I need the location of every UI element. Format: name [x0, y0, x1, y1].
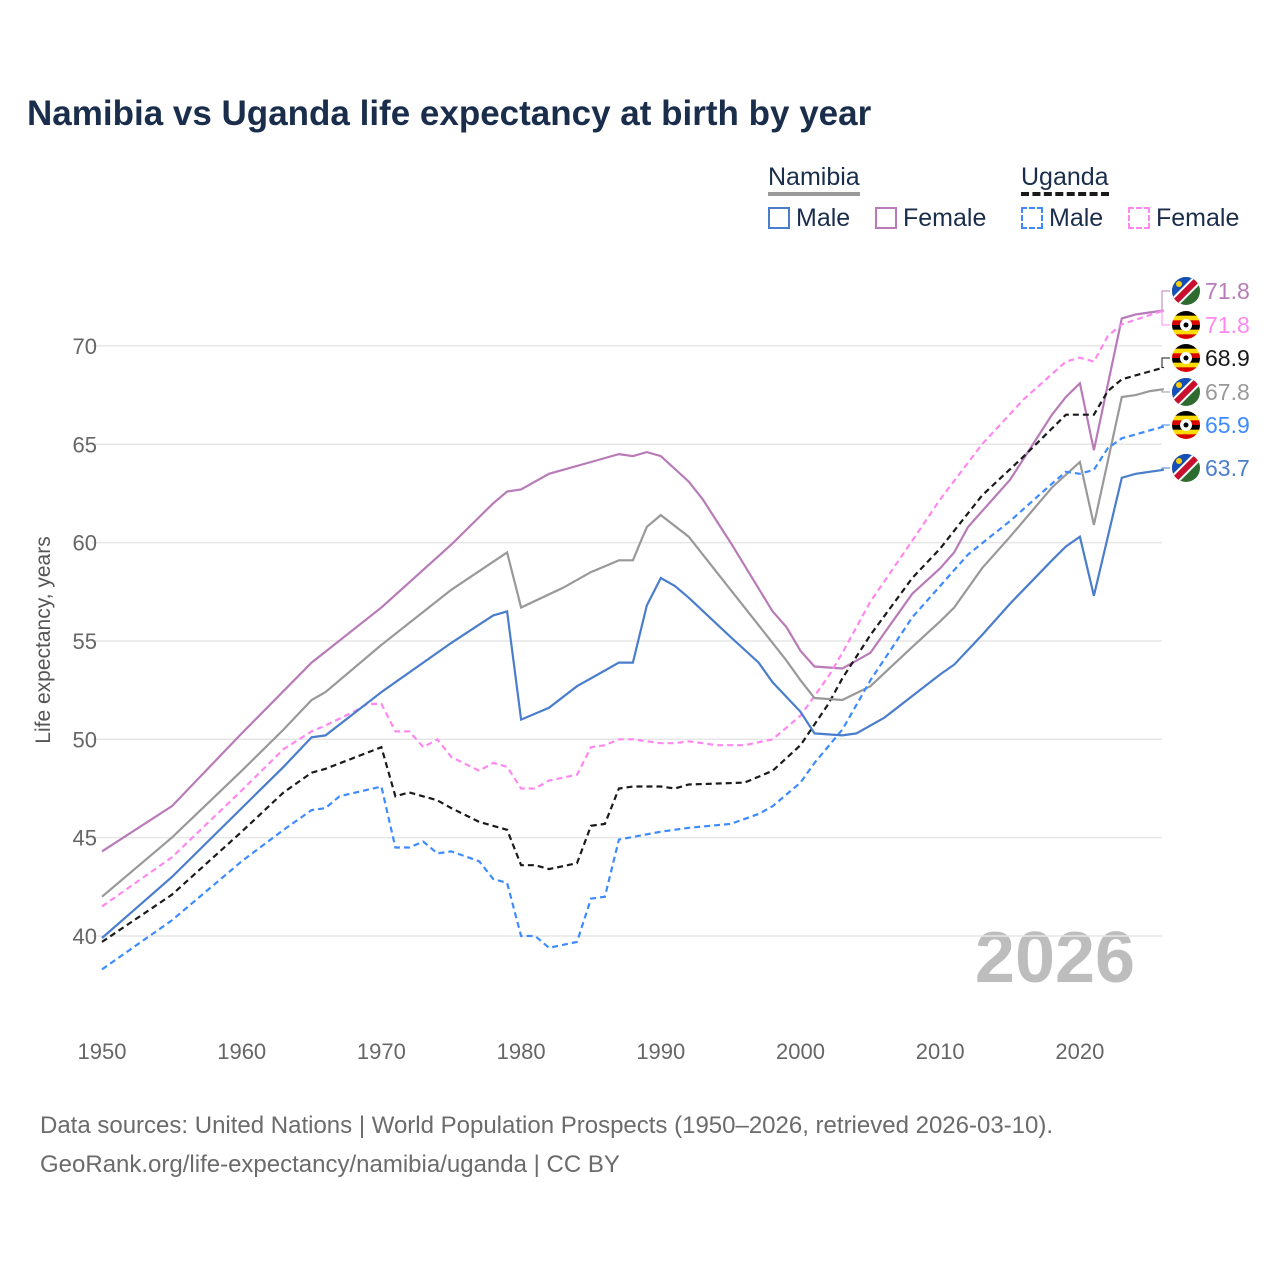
series-line-namibia-female	[101, 309, 1164, 853]
legend-label: Female	[903, 204, 987, 232]
x-tick-label: 1980	[497, 1039, 546, 1064]
legend-label: Female	[1156, 204, 1240, 232]
legend-namibia-male[interactable]: Male	[768, 204, 850, 233]
legend-swatch	[768, 207, 790, 229]
end-value-label: 71.8	[1205, 312, 1250, 338]
flag-stripe	[1172, 434, 1200, 439]
y-tick-label: 60	[73, 531, 97, 556]
flag-sun	[1176, 382, 1182, 388]
flag-stripe	[1172, 344, 1200, 350]
namibia-flag-icon	[1172, 277, 1200, 305]
namibia-flag-icon	[1172, 378, 1200, 406]
y-tick-label: 65	[73, 432, 97, 457]
x-tick-label: 2000	[776, 1039, 825, 1064]
flag-body	[1172, 454, 1200, 482]
label-connector	[1161, 424, 1170, 428]
series-line-namibia	[101, 388, 1164, 898]
x-tick-label: 2010	[916, 1039, 965, 1064]
series-line-namibia-male	[101, 468, 1164, 939]
legend-label: Male	[1049, 204, 1104, 232]
flag-sun	[1176, 281, 1182, 287]
source-note: Data sources: United Nations | World Pop…	[40, 1106, 1053, 1184]
x-tick-label: 1960	[217, 1039, 266, 1064]
uganda-flag-icon	[1172, 411, 1200, 439]
y-tick-label: 50	[73, 727, 97, 752]
flag-crane	[1183, 422, 1189, 428]
flag-crane	[1183, 355, 1189, 361]
series-line-uganda-male	[101, 425, 1164, 971]
y-tick-label: 45	[73, 826, 97, 851]
end-value-label: 63.7	[1205, 455, 1250, 481]
legend-label: Male	[796, 204, 851, 232]
source-link[interactable]: GeoRank.org/life-expectancy/namibia/ugan…	[40, 1151, 620, 1178]
label-connector	[1161, 388, 1170, 393]
series-line-uganda-female	[101, 309, 1165, 908]
flag-stripe	[1172, 367, 1200, 372]
end-value-label: 67.8	[1205, 379, 1250, 405]
uganda-flag-icon	[1172, 344, 1200, 372]
legend-swatch	[1128, 207, 1150, 229]
x-tick-label: 1970	[357, 1039, 406, 1064]
flag-stripe	[1172, 334, 1200, 339]
label-connector	[1161, 290, 1170, 311]
legend-swatch	[1021, 207, 1043, 229]
flag-body	[1172, 344, 1200, 372]
flag-body	[1172, 311, 1200, 339]
source-line: Data sources: United Nations | World Pop…	[40, 1112, 1054, 1139]
flag-stripe	[1172, 415, 1200, 421]
flag-body	[1172, 277, 1200, 305]
flag-crane	[1183, 322, 1189, 328]
end-value-label: 71.8	[1205, 278, 1250, 304]
flag-stripe	[1172, 429, 1200, 435]
flag-body	[1172, 378, 1200, 406]
flag-stripe	[1172, 411, 1200, 417]
x-tick-label: 1990	[636, 1039, 685, 1064]
flag-stripe	[1172, 311, 1200, 317]
chart-title: Namibia vs Uganda life expectancy at bir…	[27, 94, 872, 133]
label-connector	[1161, 467, 1170, 471]
legend-uganda-female[interactable]: Female	[1128, 204, 1239, 233]
flag-stripe	[1172, 329, 1200, 335]
flag-stripe	[1172, 348, 1200, 354]
legend-namibia-female[interactable]: Female	[875, 204, 986, 233]
label-connector	[1161, 309, 1170, 326]
y-tick-label: 70	[73, 334, 97, 359]
legend-namibia-header: Namibia	[768, 162, 860, 196]
y-tick-label: 40	[73, 924, 97, 949]
year-watermark: 2026	[975, 918, 1135, 998]
x-tick-label: 1950	[78, 1039, 127, 1064]
flag-sun	[1176, 458, 1182, 464]
legend-swatch	[875, 207, 897, 229]
end-value-label: 65.9	[1205, 412, 1250, 438]
series-line-uganda	[101, 366, 1164, 943]
flag-stripe	[1172, 315, 1200, 321]
legend-uganda-header: Uganda	[1021, 162, 1109, 196]
flag-stripe	[1172, 362, 1200, 368]
uganda-flag-icon	[1172, 311, 1200, 339]
y-axis-label: Life expectancy, years	[32, 536, 55, 743]
label-connector	[1161, 357, 1170, 369]
namibia-flag-icon	[1172, 454, 1200, 482]
end-value-label: 68.9	[1205, 345, 1250, 371]
flag-body	[1172, 411, 1200, 439]
y-tick-label: 55	[73, 629, 97, 654]
legend-uganda-male[interactable]: Male	[1021, 204, 1103, 233]
x-tick-label: 2020	[1055, 1039, 1104, 1064]
